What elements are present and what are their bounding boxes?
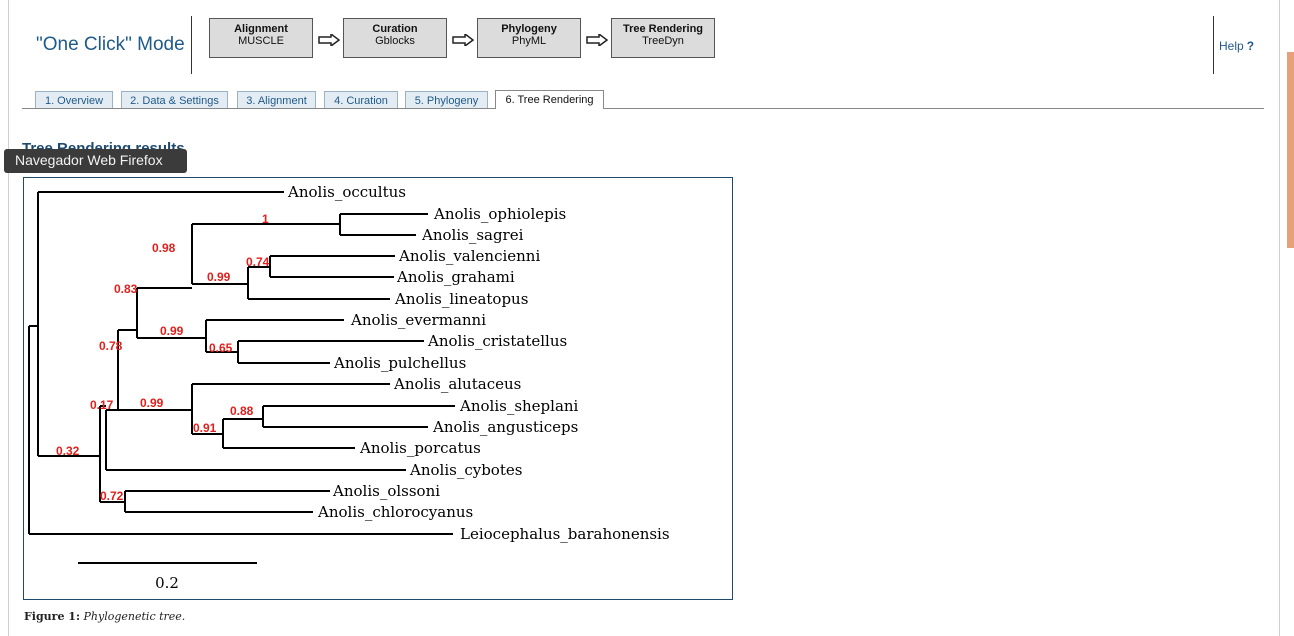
support-value: 1 [262,212,269,226]
help-icon: ? [1246,39,1255,53]
taxon-label: Anolis_occultus [287,183,406,201]
taxon-label: Anolis_olssoni [332,482,440,500]
taxon-label: Anolis_cybotes [409,461,522,479]
step-alignment[interactable]: Alignment MUSCLE [209,18,313,58]
support-value: 0.65 [209,341,233,355]
taxon-label: Anolis_cristatellus [427,332,567,350]
taxon-label: Anolis_pulchellus [333,354,466,372]
step-subtitle: Gblocks [375,35,415,47]
step-title: Alignment [234,23,288,35]
page-border-right [1279,0,1280,636]
support-value: 0.74 [246,255,270,269]
taxon-label: Anolis_sagrei [421,226,524,244]
step-subtitle: PhyML [511,35,547,47]
support-value: 0.88 [230,404,254,418]
help-link[interactable]: Help? [1219,39,1254,53]
header-divider-left [191,16,192,74]
step-subtitle: TreeDyn [642,35,684,47]
taxon-label: Leiocephalus_barahonensis [460,525,670,543]
step-tree-rendering[interactable]: Tree Rendering TreeDyn [611,18,715,58]
step-title: Phylogeny [501,23,557,35]
taxon-label: Anolis_alutaceus [393,375,521,393]
step-phylogeny[interactable]: Phylogeny PhyML [477,18,581,58]
taxon-label: Anolis_angusticeps [432,418,578,436]
taxon-label: Anolis_ophiolepis [433,205,566,223]
header-divider-right [1213,16,1214,74]
tabs-underline [22,108,1264,109]
support-value: 0.99 [207,270,231,284]
tab-tree-rendering[interactable]: 6. Tree Rendering [495,90,604,109]
taxon-label: Anolis_porcatus [359,439,481,457]
step-title: Tree Rendering [622,23,704,35]
support-value: 0.78 [99,339,123,353]
support-value: 0.83 [114,282,138,296]
caption-text: Phylogenetic tree. [83,610,186,623]
step-subtitle: MUSCLE [238,35,284,47]
step-curation[interactable]: Curation Gblocks [343,18,447,58]
figure-caption: Figure 1: Phylogenetic tree. [24,610,185,623]
taxon-label: Anolis_grahami [396,268,515,286]
arrow-right-icon [452,34,474,46]
page-border-left [8,0,9,636]
taxon-label: Anolis_valencienni [398,247,540,265]
support-value: 0.17 [90,398,114,412]
support-value: 0.99 [140,396,164,410]
step-title: Curation [372,23,418,35]
scrollbar-thumb[interactable] [1287,52,1294,248]
scale-label: 0.2 [155,574,179,592]
tab-data-settings[interactable]: 2. Data & Settings [121,91,228,108]
tab-alignment[interactable]: 3. Alignment [237,91,316,108]
mode-title: "One Click" Mode [36,34,185,55]
arrow-right-icon [586,34,608,46]
taxon-label: Anolis_evermanni [350,311,486,329]
support-value: 0.98 [152,241,176,255]
support-value: 0.99 [160,324,184,338]
support-value: 0.32 [56,444,80,458]
tab-overview[interactable]: 1. Overview [35,91,113,108]
caption-label: Figure 1: [24,610,81,623]
taxon-label: Anolis_chlorocyanus [317,503,473,521]
tooltip: Navegador Web Firefox [4,149,187,173]
taxon-label: Anolis_sheplani [459,397,579,415]
tab-phylogeny[interactable]: 5. Phylogeny [405,91,488,108]
help-label: Help [1219,39,1244,53]
arrow-right-icon [318,34,340,46]
support-value: 0.72 [100,489,124,503]
tree-figure: Anolis_occultus Anolis_ophiolepis Anolis_s… [23,177,733,600]
taxon-label: Anolis_lineatopus [394,290,528,308]
phylogenetic-tree: Anolis_occultus Anolis_ophiolepis Anolis_s… [28,183,670,592]
tab-curation[interactable]: 4. Curation [324,91,398,108]
support-value: 0.91 [193,421,217,435]
